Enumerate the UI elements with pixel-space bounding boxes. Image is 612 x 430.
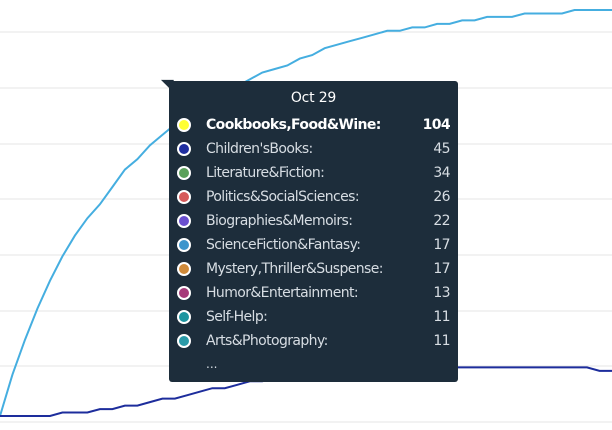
tooltip-row-value: 13: [433, 285, 450, 301]
tooltip-row: Arts&Photography: 11: [169, 331, 458, 355]
chart-tooltip: Oct 29 Cookbooks,Food&Wine: 104 Children's…: [169, 81, 458, 382]
tooltip-row-value: 22: [433, 213, 450, 229]
tooltip-row-value: 17: [433, 261, 450, 277]
legend-dot-icon: [177, 166, 191, 180]
tooltip-row: Literature&Fiction: 34: [169, 163, 458, 187]
tooltip-row-label: Cookbooks,Food&Wine:: [206, 117, 381, 133]
tooltip-row-value: 34: [433, 165, 450, 181]
series-line-0: [0, 9, 612, 417]
tooltip-more: ...: [206, 357, 218, 371]
tooltip-row-label: ScienceFiction&Fantasy:: [206, 237, 361, 253]
tooltip-row-label: Biographies&Memoirs:: [206, 213, 353, 229]
legend-dot-icon: [177, 142, 191, 156]
tooltip-row: Cookbooks,Food&Wine: 104: [169, 115, 458, 139]
tooltip-row: Humor&Entertainment: 13: [169, 283, 458, 307]
legend-dot-icon: [177, 286, 191, 300]
tooltip-row-label: Mystery,Thriller&Suspense:: [206, 261, 383, 277]
tooltip-row: Biographies&Memoirs: 22: [169, 211, 458, 235]
tooltip-row-label: Children'sBooks:: [206, 141, 313, 157]
legend-dot-icon: [177, 262, 191, 276]
legend-dot-icon: [177, 334, 191, 348]
tooltip-row-label: Self-Help:: [206, 309, 268, 325]
tooltip-row: Children'sBooks: 45: [169, 139, 458, 163]
legend-dot-icon: [177, 214, 191, 228]
tooltip-date: Oct 29: [290, 90, 337, 106]
legend-dot-icon: [177, 118, 191, 132]
legend-dot-icon: [177, 190, 191, 204]
tooltip-row-value: 11: [433, 309, 450, 325]
tooltip-row-label: Literature&Fiction:: [206, 165, 325, 181]
tooltip-row: Self-Help: 11: [169, 307, 458, 331]
tooltip-row-value: 45: [433, 141, 450, 157]
tooltip-row-label: Politics&SocialSciences:: [206, 189, 360, 205]
tooltip-row-label: Arts&Photography:: [206, 333, 328, 349]
tooltip-row-value: 104: [422, 117, 451, 133]
legend-dot-icon: [177, 238, 191, 252]
tooltip-row: Politics&SocialSciences: 26: [169, 187, 458, 211]
legend-dot-icon: [177, 310, 191, 324]
tooltip-row-label: Humor&Entertainment:: [206, 285, 359, 301]
tooltip-row-value: 17: [433, 237, 450, 253]
tooltip-row-value: 11: [433, 333, 450, 349]
tooltip-row-value: 26: [433, 189, 450, 205]
tooltip-row: ScienceFiction&Fantasy: 17: [169, 235, 458, 259]
tooltip-row: Mystery,Thriller&Suspense: 17: [169, 259, 458, 283]
